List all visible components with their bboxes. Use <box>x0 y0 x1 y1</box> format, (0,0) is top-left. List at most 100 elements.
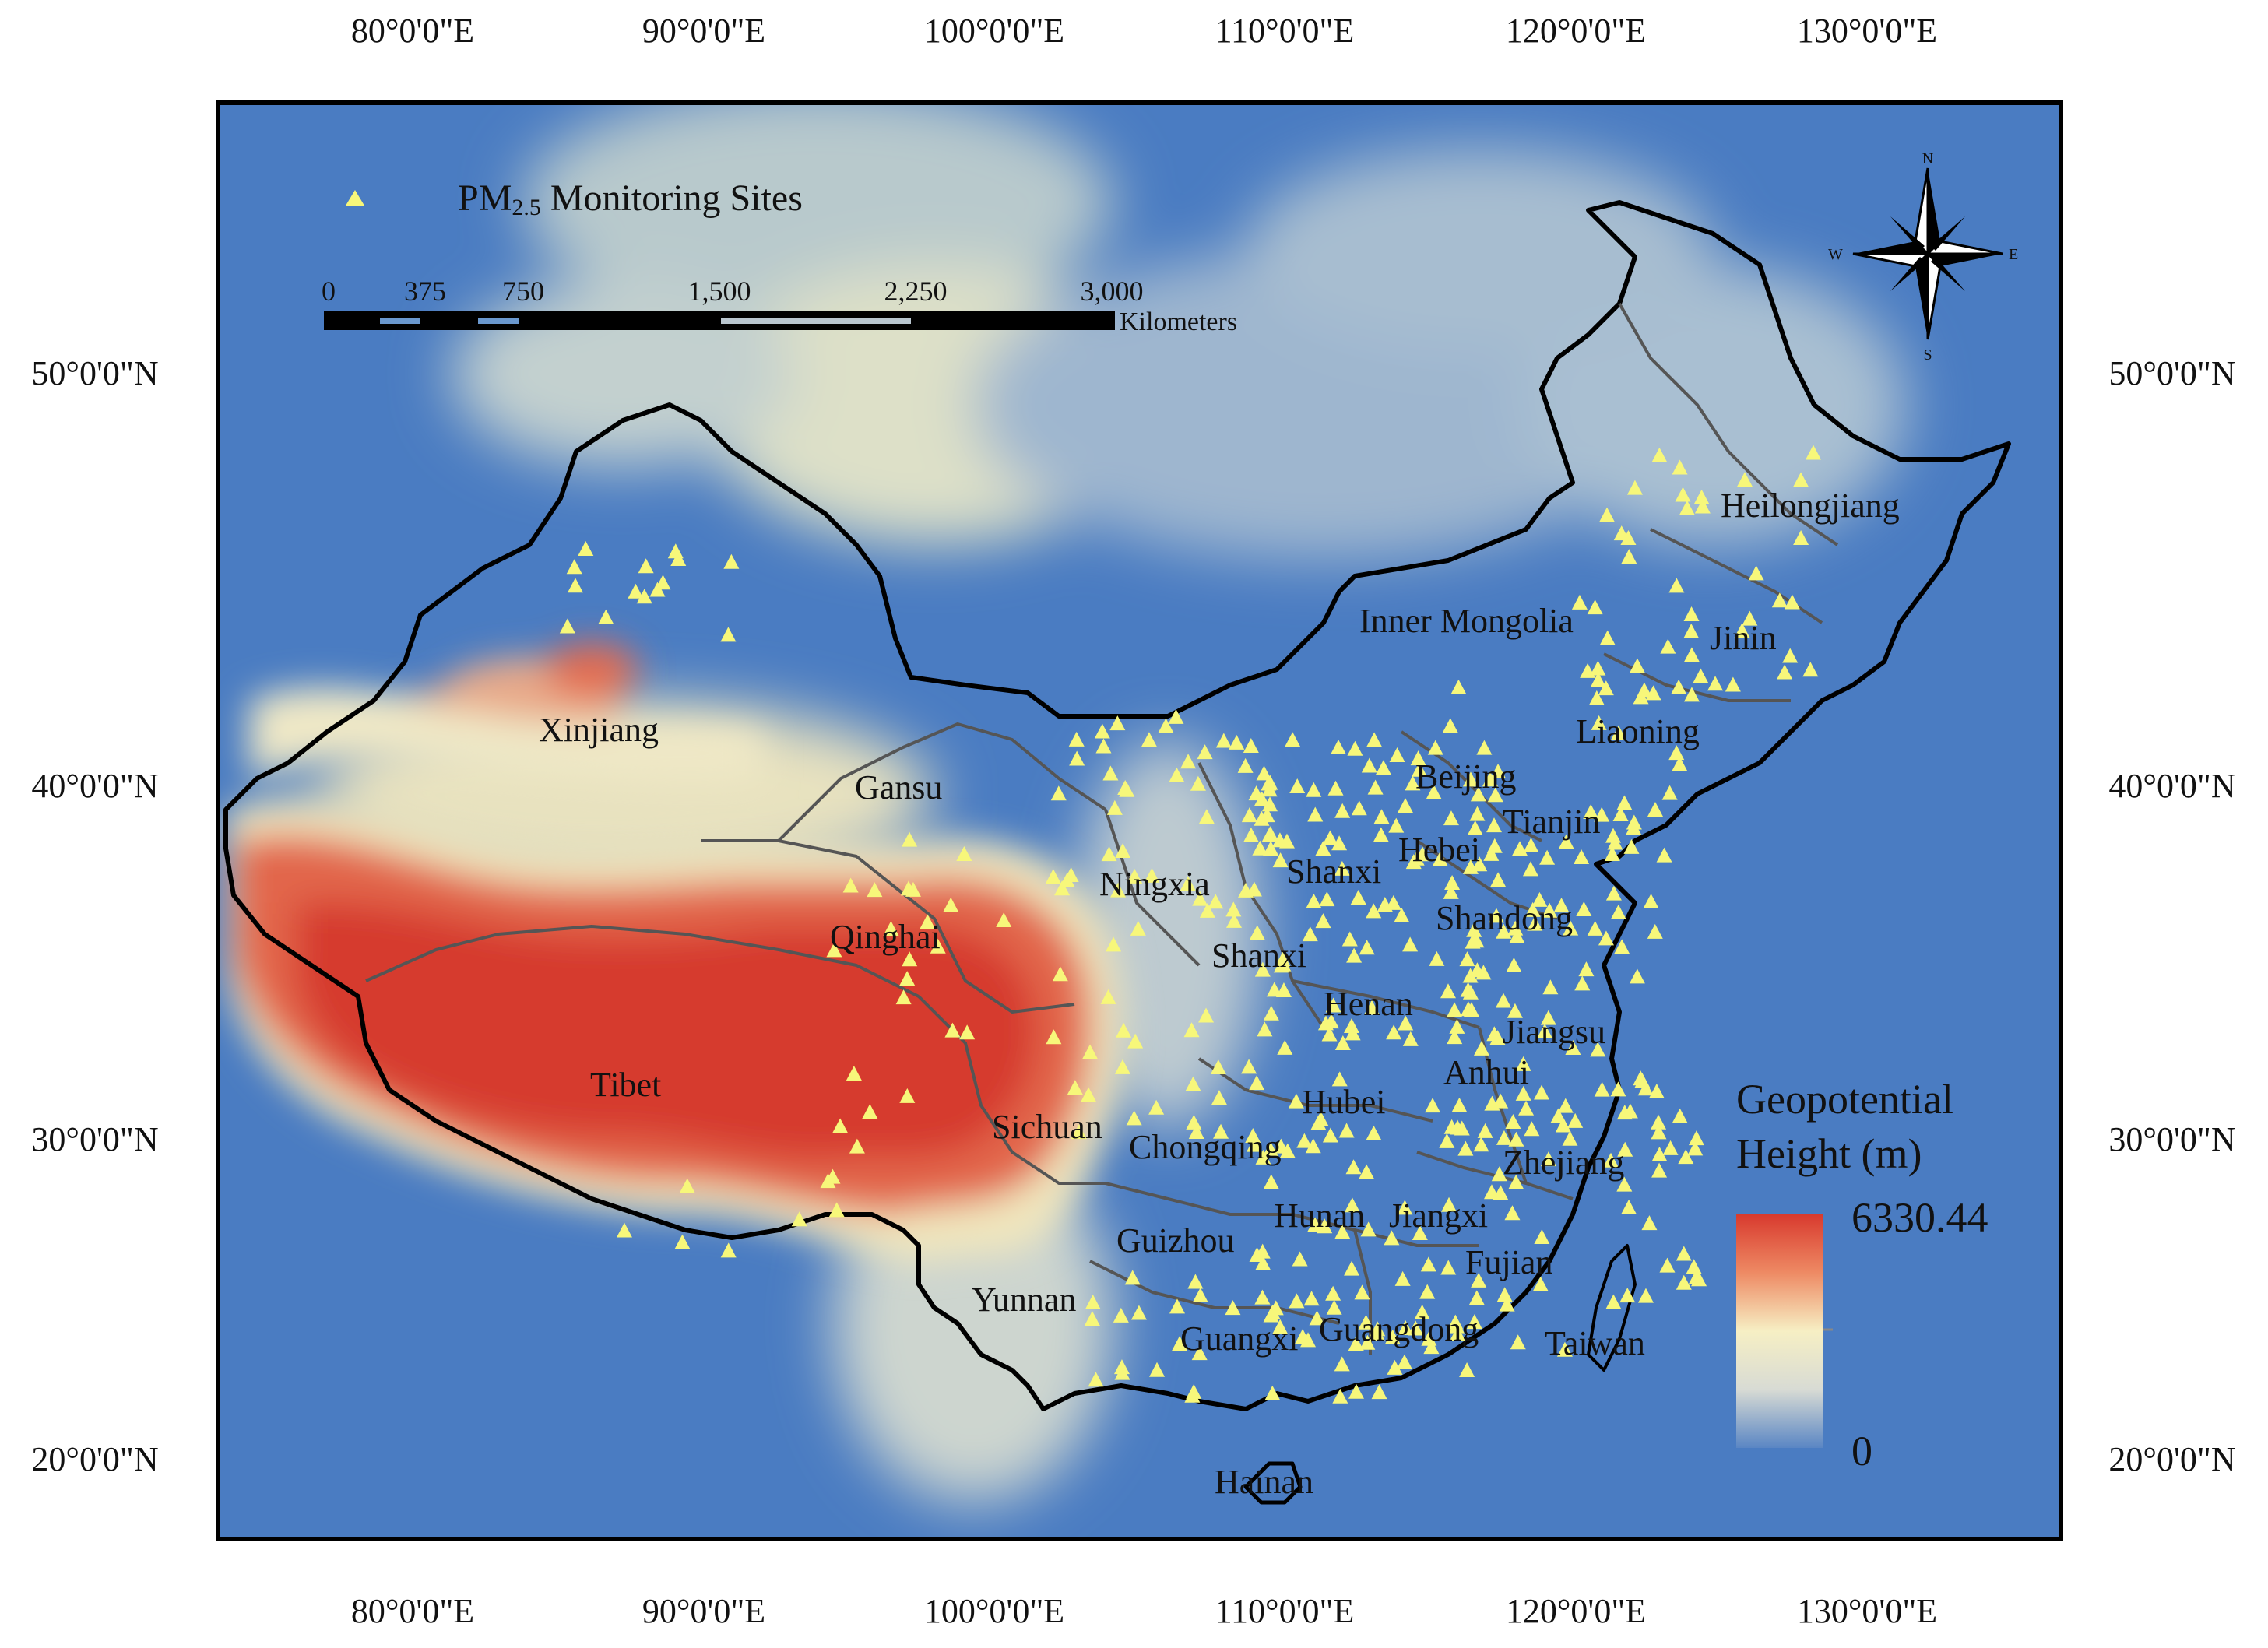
monitoring-site-marker <box>1412 1225 1428 1240</box>
monitoring-site-marker <box>1249 1075 1265 1091</box>
longitude-labels-bottom: 80°0'0"E 90°0'0"E 100°0'0"E 110°0'0"E 12… <box>351 1592 1937 1630</box>
monitoring-site-marker <box>1192 1287 1208 1302</box>
monitoring-site-marker <box>1496 1130 1512 1145</box>
scale-tick-2250: 2,250 <box>884 276 948 307</box>
monitoring-site-marker <box>1610 725 1626 740</box>
monitoring-site-marker <box>1450 1326 1466 1341</box>
monitoring-site-marker <box>1687 1140 1704 1156</box>
lat-label-50: 50°0'0"N <box>31 354 158 392</box>
province-label-tibet: Tibet <box>590 1066 661 1104</box>
monitoring-site-marker <box>1237 757 1254 773</box>
monitoring-site-marker <box>1668 745 1685 761</box>
monitoring-site-marker <box>1598 930 1614 946</box>
monitoring-site-marker <box>1261 827 1278 842</box>
monitoring-site-marker <box>1476 740 1493 755</box>
monitoring-site-marker <box>1148 1099 1165 1115</box>
monitoring-site-marker <box>1326 1299 1342 1315</box>
monitoring-site-marker <box>1527 915 1543 931</box>
monitoring-site-marker <box>930 938 946 954</box>
monitoring-site-marker <box>1483 1184 1500 1200</box>
monitoring-site-marker <box>1562 1130 1578 1146</box>
monitoring-site-marker <box>1647 923 1663 939</box>
monitoring-site-marker <box>1672 459 1688 475</box>
monitoring-site-marker <box>1114 1365 1130 1380</box>
monitoring-site-marker <box>1605 1294 1622 1309</box>
monitoring-site-marker <box>1626 814 1642 830</box>
monitoring-site-marker <box>567 578 583 593</box>
monitoring-site-marker <box>1266 982 1282 997</box>
monitoring-site-marker <box>1241 807 1257 823</box>
monitoring-site-marker <box>1447 1002 1463 1017</box>
monitoring-site-marker <box>1377 897 1393 912</box>
monitoring-site-marker <box>1442 718 1458 733</box>
monitoring-site-marker <box>1366 732 1383 747</box>
province-label-shanxi: Shanxi <box>1286 852 1381 891</box>
monitoring-site-marker <box>1603 1152 1619 1168</box>
monitoring-site-marker <box>826 942 842 958</box>
monitoring-site-marker <box>1448 1318 1465 1334</box>
monitoring-site-marker <box>1588 690 1605 705</box>
colorbar-ramp <box>1736 1214 1823 1448</box>
monitoring-site-marker <box>1495 993 1511 1008</box>
monitoring-site-marker <box>1693 668 1709 683</box>
lat-label-20: 20°0'0"N <box>31 1440 158 1478</box>
monitoring-site-marker <box>1496 1287 1513 1302</box>
monitoring-site-marker <box>1574 975 1591 991</box>
monitoring-site-marker <box>1126 1110 1142 1126</box>
monitoring-site-marker <box>1172 1335 1188 1351</box>
lat-label-30: 30°0'0"N <box>31 1120 158 1158</box>
monitoring-site-marker <box>1366 1125 1382 1140</box>
monitoring-site-marker <box>1169 767 1185 782</box>
province-label-taiwan: Taiwan <box>1545 1324 1645 1362</box>
province-label-heilongjiang: Heilongjiang <box>1721 487 1900 525</box>
colorbar-min-label: 0 <box>1851 1428 1872 1474</box>
monitoring-site-marker <box>1288 1093 1304 1109</box>
monitoring-site-marker <box>1225 1300 1241 1316</box>
monitoring-site-marker <box>1305 1138 1321 1154</box>
monitoring-site-marker <box>1610 904 1626 919</box>
monitoring-site-marker <box>1045 869 1061 884</box>
monitoring-site-marker <box>649 582 666 597</box>
lat-label-40: 40°0'0"N <box>31 767 158 805</box>
elevation-raster <box>218 103 2061 1539</box>
monitoring-site-marker <box>1068 731 1085 747</box>
monitoring-site-marker <box>1084 1311 1100 1326</box>
monitoring-site-marker <box>1408 1320 1424 1336</box>
monitoring-site-marker <box>1678 1149 1694 1165</box>
province-label-jiangsu: Jiangsu <box>1503 1013 1605 1051</box>
colorbar-title-line2: Height (m) <box>1736 1130 1922 1177</box>
lat-label-30-right: 30°0'0"N <box>2108 1120 2235 1158</box>
monitoring-site-marker <box>1557 1098 1574 1113</box>
monitoring-site-marker <box>920 914 936 929</box>
monitoring-site-marker <box>1468 1290 1485 1305</box>
lat-label-40-right: 40°0'0"N <box>2108 767 2235 805</box>
monitoring-site-marker <box>1782 648 1799 663</box>
monitoring-site-marker <box>1348 1383 1364 1399</box>
monitoring-site-marker <box>1605 885 1622 901</box>
monitoring-site-marker <box>1421 1330 1437 1346</box>
monitoring-site-marker <box>1475 965 1492 980</box>
monitoring-site-marker <box>1315 913 1331 929</box>
monitoring-site-marker <box>1510 1334 1526 1350</box>
monitoring-site-marker <box>1607 835 1623 850</box>
monitoring-site-marker <box>1338 1123 1355 1138</box>
monitoring-site-marker <box>1213 1123 1229 1139</box>
monitoring-site-marker <box>674 1234 691 1249</box>
monitoring-site-marker <box>1359 1334 1376 1350</box>
monitoring-site-marker <box>1659 1257 1676 1273</box>
monitoring-site-marker <box>559 618 575 634</box>
monitoring-site-marker <box>1793 529 1809 545</box>
monitoring-site-marker <box>1081 1087 1097 1102</box>
monitoring-site-marker <box>1127 868 1143 884</box>
monitoring-site-marker <box>1508 1131 1524 1147</box>
scale-tick-3000: 3,000 <box>1081 276 1144 307</box>
monitoring-site-marker <box>1211 1090 1227 1105</box>
monitoring-site-marker <box>1473 1137 1489 1152</box>
monitoring-site-marker <box>679 1178 695 1193</box>
monitoring-site-marker <box>1106 799 1123 815</box>
monitoring-site-marker <box>1490 872 1507 887</box>
monitoring-site-marker <box>566 559 582 575</box>
monitoring-site-marker <box>1447 1029 1463 1045</box>
monitoring-site-marker <box>849 1138 865 1154</box>
monitoring-site-marker <box>1515 1056 1531 1071</box>
